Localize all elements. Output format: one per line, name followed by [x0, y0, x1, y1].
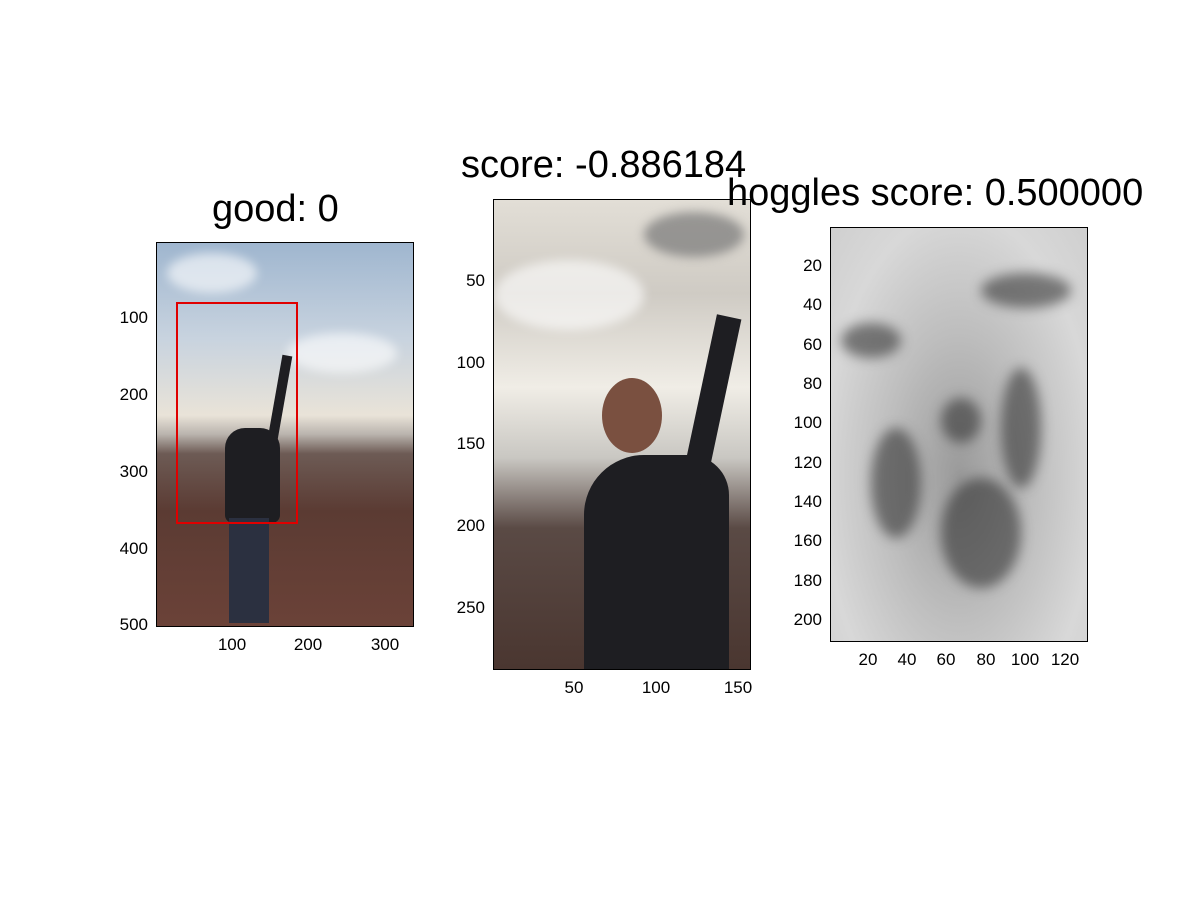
y-tick: 100 — [88, 309, 148, 326]
cloud — [287, 333, 397, 373]
x-tick: 150 — [713, 679, 763, 696]
y-tick: 140 — [762, 493, 822, 510]
y-tick: 60 — [762, 336, 822, 353]
panel2-title: score: -0.886184 — [461, 146, 746, 184]
dark-region — [941, 478, 1021, 588]
bounding-box — [176, 302, 298, 524]
y-tick: 400 — [88, 540, 148, 557]
person-head — [602, 378, 662, 453]
dark-region — [871, 428, 921, 538]
hoggles-visualization — [830, 227, 1088, 642]
x-tick: 100 — [207, 636, 257, 653]
x-tick: 120 — [1040, 651, 1090, 668]
dark-region — [841, 323, 901, 358]
photo-with-bbox — [156, 242, 414, 627]
y-tick: 100 — [762, 414, 822, 431]
y-tick: 80 — [762, 375, 822, 392]
person-figure — [584, 455, 729, 669]
person-legs — [229, 518, 269, 623]
x-tick: 200 — [283, 636, 333, 653]
y-tick: 180 — [762, 572, 822, 589]
y-tick: 200 — [88, 386, 148, 403]
y-tick: 100 — [425, 354, 485, 371]
y-tick: 300 — [88, 463, 148, 480]
raised-arm — [682, 314, 742, 485]
x-tick: 50 — [549, 679, 599, 696]
y-tick: 50 — [425, 272, 485, 289]
cloud — [494, 260, 644, 330]
cloud — [167, 253, 257, 293]
y-tick: 160 — [762, 532, 822, 549]
y-tick: 150 — [425, 435, 485, 452]
y-tick: 20 — [762, 257, 822, 274]
y-tick: 250 — [425, 599, 485, 616]
x-tick: 300 — [360, 636, 410, 653]
y-tick: 200 — [762, 611, 822, 628]
x-tick: 100 — [631, 679, 681, 696]
y-tick: 200 — [425, 517, 485, 534]
panel3-title: hoggles score: 0.500000 — [727, 174, 1143, 212]
dark-region — [981, 273, 1071, 308]
y-tick: 500 — [88, 616, 148, 633]
dark-region — [1001, 368, 1041, 488]
y-tick: 40 — [762, 296, 822, 313]
bird — [644, 212, 744, 257]
cropped-photo — [493, 199, 751, 670]
panel1-title: good: 0 — [212, 190, 339, 228]
dark-region — [941, 398, 981, 443]
y-tick: 120 — [762, 454, 822, 471]
